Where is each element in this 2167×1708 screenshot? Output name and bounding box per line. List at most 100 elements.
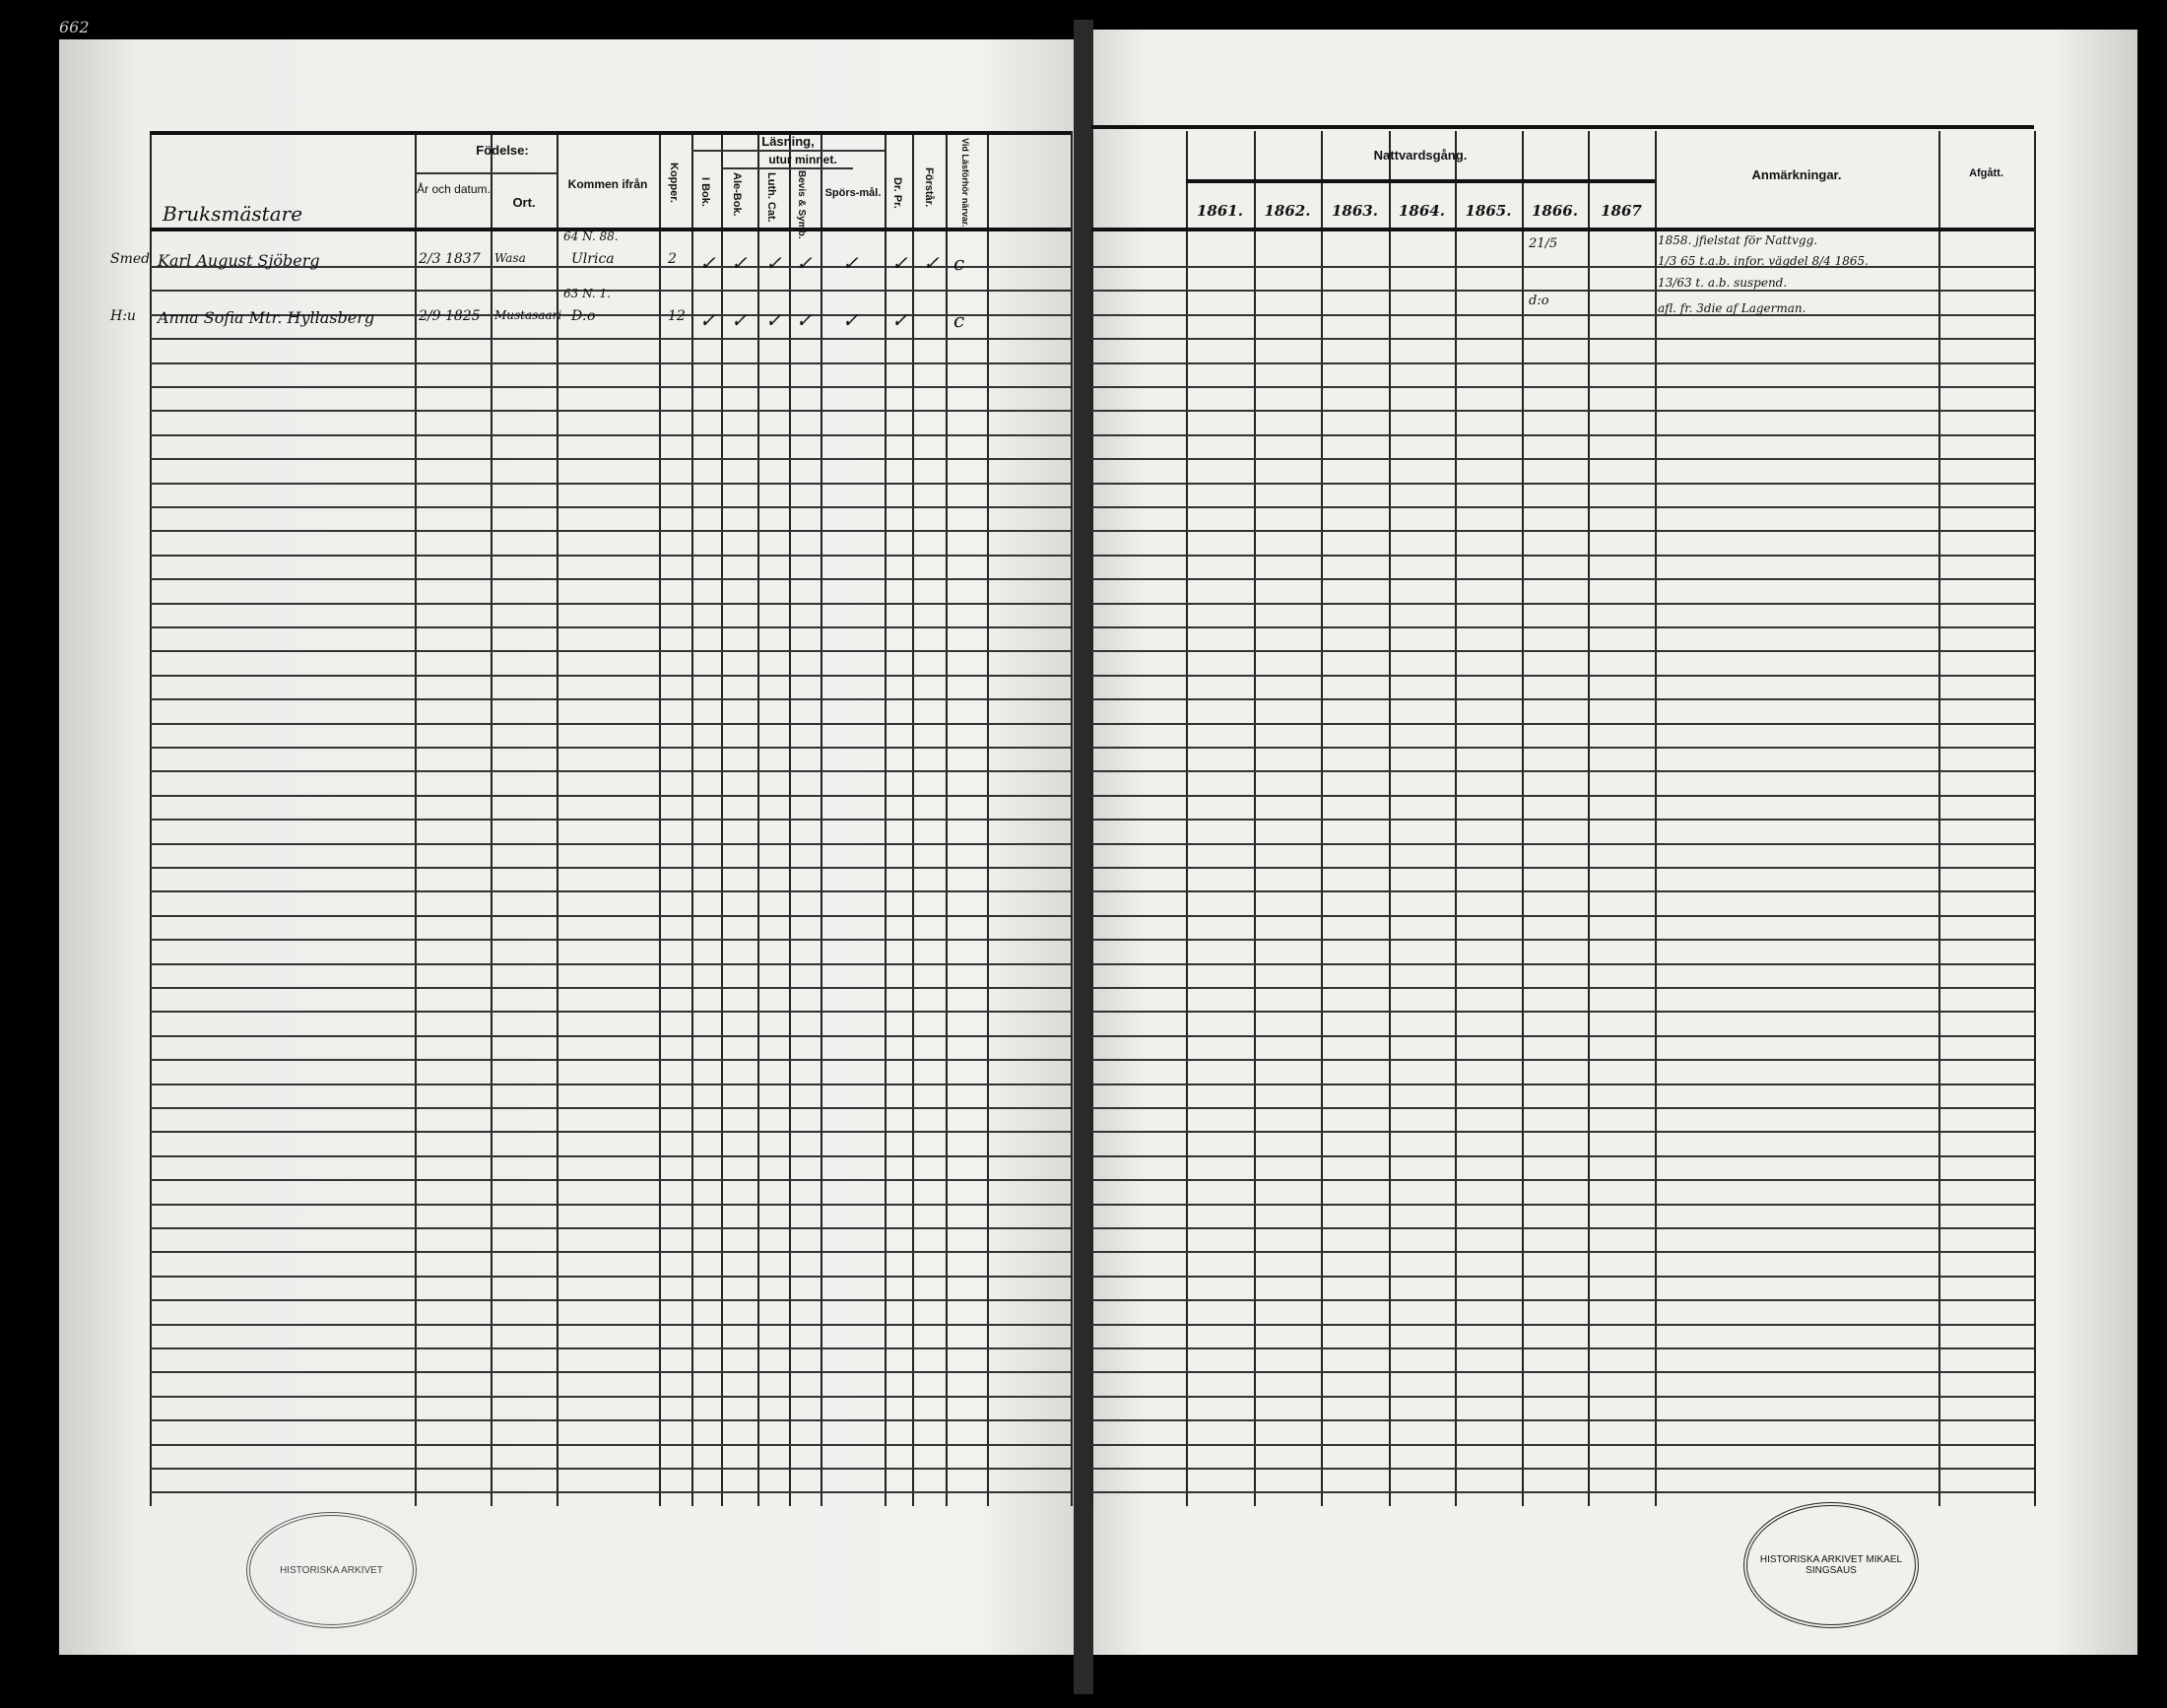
row-rule <box>1091 890 2034 892</box>
row-rule <box>1091 506 2034 508</box>
row-rule <box>150 890 1071 892</box>
left-page <box>59 39 1084 1655</box>
row-rule <box>1091 1179 2034 1181</box>
header-year: 1862. <box>1264 202 1311 220</box>
row-rule <box>150 867 1071 869</box>
row-rule <box>150 290 1071 292</box>
row-rule <box>150 626 1071 628</box>
header-ort: Ort. <box>512 195 536 210</box>
row-rule <box>150 987 1071 989</box>
row-rule <box>150 939 1071 941</box>
row-rule <box>150 1347 1071 1349</box>
header-bottom-rule <box>150 228 1071 231</box>
row-rule <box>1091 362 2034 364</box>
header-year: 1865. <box>1465 202 1512 220</box>
header-ar-och-datum: År och datum. <box>417 182 491 196</box>
entry-reading-mark: ✓ <box>842 308 859 332</box>
entry-reading-mark: ✓ <box>796 308 813 332</box>
row-rule <box>150 386 1071 388</box>
header-year: 1866. <box>1532 202 1578 220</box>
entry-reading-mark: ✓ <box>731 251 748 275</box>
header-utur-minnet: utur minnet. <box>768 153 837 166</box>
entry-reading-mark: ✓ <box>923 251 940 275</box>
row-rule <box>150 338 1071 340</box>
header-kommen-ifran: Kommen ifrån <box>567 177 648 191</box>
fodelse-rule <box>415 172 557 174</box>
entry-reading-mark: ✓ <box>891 308 908 332</box>
column-divider <box>1071 131 1073 1506</box>
entry-kopper: 2 <box>668 251 677 267</box>
header-forstar: Förstår. <box>923 167 935 208</box>
entry-reading-mark: c <box>953 308 965 332</box>
row-rule <box>1091 819 2034 821</box>
page-number: 662 <box>59 18 90 36</box>
row-rule <box>150 1204 1071 1206</box>
remark-line: 1858. jfielstat för Nattvgg. <box>1658 233 1818 247</box>
row-rule <box>1091 1276 2034 1278</box>
row-rule <box>1091 1035 2034 1037</box>
row-rule <box>1091 1396 2034 1398</box>
row-rule <box>150 1299 1071 1301</box>
row-rule <box>150 1468 1071 1470</box>
row-rule <box>150 747 1071 749</box>
entry-from-place: D:o <box>571 308 596 324</box>
row-rule <box>150 1107 1071 1109</box>
row-rule <box>150 603 1071 605</box>
entry-reading-mark: ✓ <box>731 308 748 332</box>
row-rule <box>1091 386 2034 388</box>
row-rule <box>1091 1155 2034 1157</box>
row-rule <box>1091 843 2034 845</box>
header-bottom-rule <box>1091 228 2034 231</box>
row-rule <box>1091 795 2034 797</box>
row-rule <box>150 458 1071 460</box>
header-year: 1867 <box>1601 202 1642 220</box>
header-kopper: Kopper. <box>668 163 680 203</box>
row-rule <box>1091 698 2034 700</box>
row-rule <box>150 1155 1071 1157</box>
nattvard-rule <box>1186 179 1655 183</box>
row-rule <box>1091 458 2034 460</box>
entry-reading-mark: ✓ <box>699 308 716 332</box>
archive-stamp-right: HISTORISKA ARKIVET MIKAEL SINGSAUS <box>1743 1502 1919 1628</box>
header-ale-bok: Ale-Bok. <box>731 172 743 217</box>
entry-kopper: 12 <box>668 308 686 324</box>
row-rule <box>150 1084 1071 1085</box>
row-rule <box>150 555 1071 557</box>
row-rule <box>150 915 1071 917</box>
archive-stamp-left: HISTORISKA ARKIVET <box>246 1512 417 1628</box>
header-dr-pr: Dr. Pr. <box>891 177 903 209</box>
row-rule <box>1091 1011 2034 1013</box>
row-rule <box>1091 626 2034 628</box>
row-rule <box>1091 1059 2034 1061</box>
header-fodelse: Födelse: <box>476 143 529 158</box>
entry-birth-place: Mustasaari <box>494 308 562 322</box>
row-rule <box>1091 770 2034 772</box>
row-rule <box>1091 1371 2034 1373</box>
remark-line: afl. fr. 3die af Lagerman. <box>1658 301 1806 315</box>
row-rule <box>150 410 1071 412</box>
row-rule <box>1091 266 2034 268</box>
row-rule <box>150 795 1071 797</box>
row-rule <box>150 1444 1071 1446</box>
row-rule <box>150 1324 1071 1326</box>
row-rule <box>1091 1084 2034 1085</box>
book-spine <box>1074 20 1093 1694</box>
row-rule <box>150 1251 1071 1253</box>
remark-line: 13/63 t. a.b. suspend. <box>1658 276 1788 290</box>
row-rule <box>150 362 1071 364</box>
row-rule <box>150 1276 1071 1278</box>
entry-reading-mark: ✓ <box>699 251 716 275</box>
row-rule <box>150 434 1071 436</box>
row-rule <box>150 963 1071 965</box>
right-page <box>1084 30 2137 1655</box>
entry-reading-mark: ✓ <box>842 251 859 275</box>
row-rule <box>1091 1444 2034 1446</box>
entry-name: Karl August Sjöberg <box>158 251 320 270</box>
row-rule <box>1091 650 2034 652</box>
row-rule <box>1091 1204 2034 1206</box>
row-rule <box>150 483 1071 485</box>
entry-from-ref: 63 N. 1. <box>563 287 611 300</box>
row-rule <box>150 578 1071 580</box>
row-rule <box>150 1035 1071 1037</box>
entry-prefix: H:u <box>110 308 136 324</box>
